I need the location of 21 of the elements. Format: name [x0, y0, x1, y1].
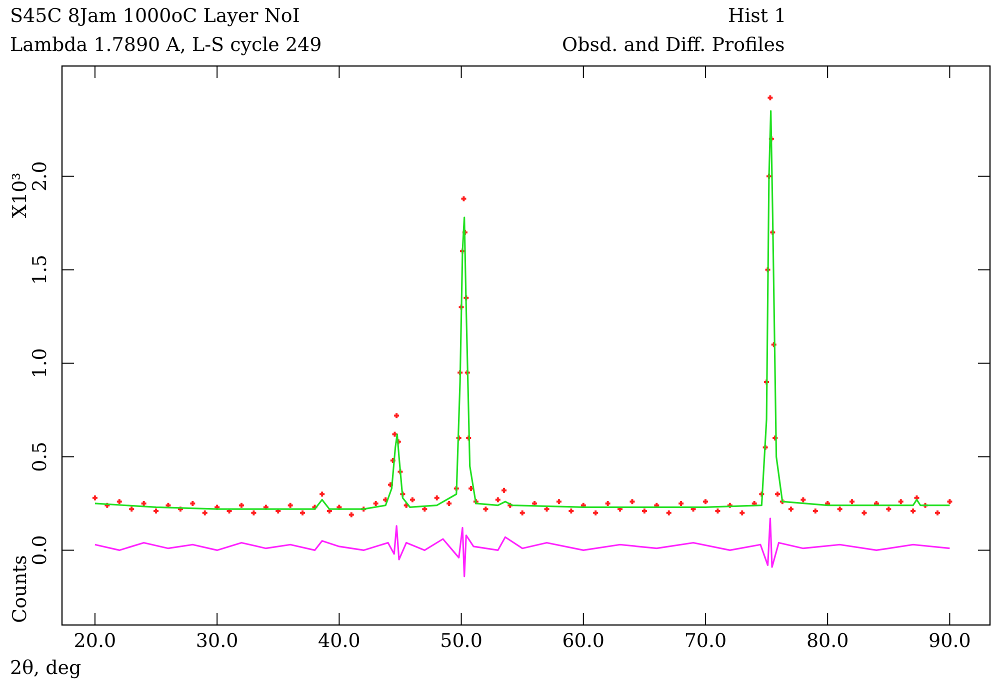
y-tick-label: 2.0 [29, 161, 51, 192]
x-axis-title: 2θ, deg [10, 657, 82, 679]
x-tick-label: 90.0 [928, 630, 971, 652]
y-tick-label: 1.5 [29, 254, 51, 285]
chart-title: S45C 8Jam 1000oC Layer NoI [10, 5, 300, 27]
y-tick-label: 1.0 [29, 348, 51, 378]
x-tick-label: 20.0 [74, 630, 116, 652]
x-tick-label: 40.0 [318, 630, 360, 652]
x-tick-label: 70.0 [684, 630, 727, 652]
y-axis-title: Counts [9, 555, 31, 623]
line-series [94, 518, 951, 578]
text: Hist 1 [728, 5, 786, 27]
text: Obsd. and Diff. Profiles [562, 34, 785, 56]
x-tick-label: 80.0 [806, 630, 849, 652]
text: X10³ [9, 172, 31, 218]
y-tick-label: 0.5 [29, 442, 51, 472]
x-tick-label: 30.0 [196, 630, 238, 652]
x-tick-label: 50.0 [440, 630, 482, 652]
y-tick-label: 0.0 [29, 535, 51, 566]
chart-subtitle: Lambda 1.7890 A, L-S cycle 249 [10, 34, 322, 56]
x-tick-label: 60.0 [562, 630, 605, 652]
